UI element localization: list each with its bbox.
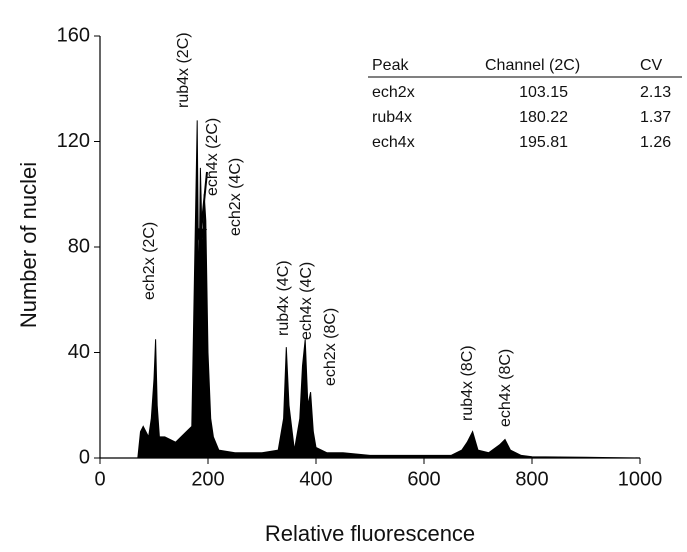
x-tick-label: 200 bbox=[191, 468, 224, 490]
table-cell: ech2x bbox=[372, 84, 415, 101]
table-header: CV bbox=[640, 57, 663, 74]
x-axis-label: Relative fluorescence bbox=[265, 521, 475, 546]
y-tick-label: 80 bbox=[68, 235, 90, 257]
y-tick-label: 120 bbox=[57, 130, 90, 152]
peak-annotation: ech2x (2C) bbox=[141, 222, 158, 300]
peak-annotation: rub4x (8C) bbox=[459, 345, 476, 421]
peak-annotation: ech2x (8C) bbox=[322, 308, 339, 386]
table-cell: 180.22 bbox=[519, 109, 568, 126]
peak-annotation: ech2x (4C) bbox=[227, 158, 244, 236]
peak-annotation: ech4x (8C) bbox=[497, 349, 514, 427]
y-axis-label: Number of nuclei bbox=[16, 162, 41, 328]
histogram-area bbox=[137, 120, 641, 459]
peak-annotation: rub4x (4C) bbox=[275, 260, 292, 336]
x-tick-label: 600 bbox=[407, 468, 440, 490]
x-tick-label: 1000 bbox=[618, 468, 663, 490]
table-cell: rub4x bbox=[372, 109, 412, 126]
x-tick-label: 800 bbox=[515, 468, 548, 490]
x-tick-label: 400 bbox=[299, 468, 332, 490]
y-tick-label: 160 bbox=[57, 24, 90, 46]
y-tick-label: 40 bbox=[68, 341, 90, 363]
table-header: Channel (2C) bbox=[485, 57, 580, 74]
table-cell: 2.13 bbox=[640, 84, 671, 101]
table-cell: 195.81 bbox=[519, 134, 568, 151]
y-tick-label: 0 bbox=[79, 446, 90, 468]
table-cell: 103.15 bbox=[519, 84, 568, 101]
table-cell: 1.37 bbox=[640, 109, 671, 126]
table-cell: ech4x bbox=[372, 134, 415, 151]
peak-annotation: rub4x (2C) bbox=[175, 32, 192, 108]
peak-annotation: ech4x (2C) bbox=[204, 118, 221, 196]
table-cell: 1.26 bbox=[640, 134, 671, 151]
peak-annotation: ech4x (4C) bbox=[298, 262, 315, 340]
x-tick-label: 0 bbox=[94, 468, 105, 490]
table-header: Peak bbox=[372, 57, 409, 74]
